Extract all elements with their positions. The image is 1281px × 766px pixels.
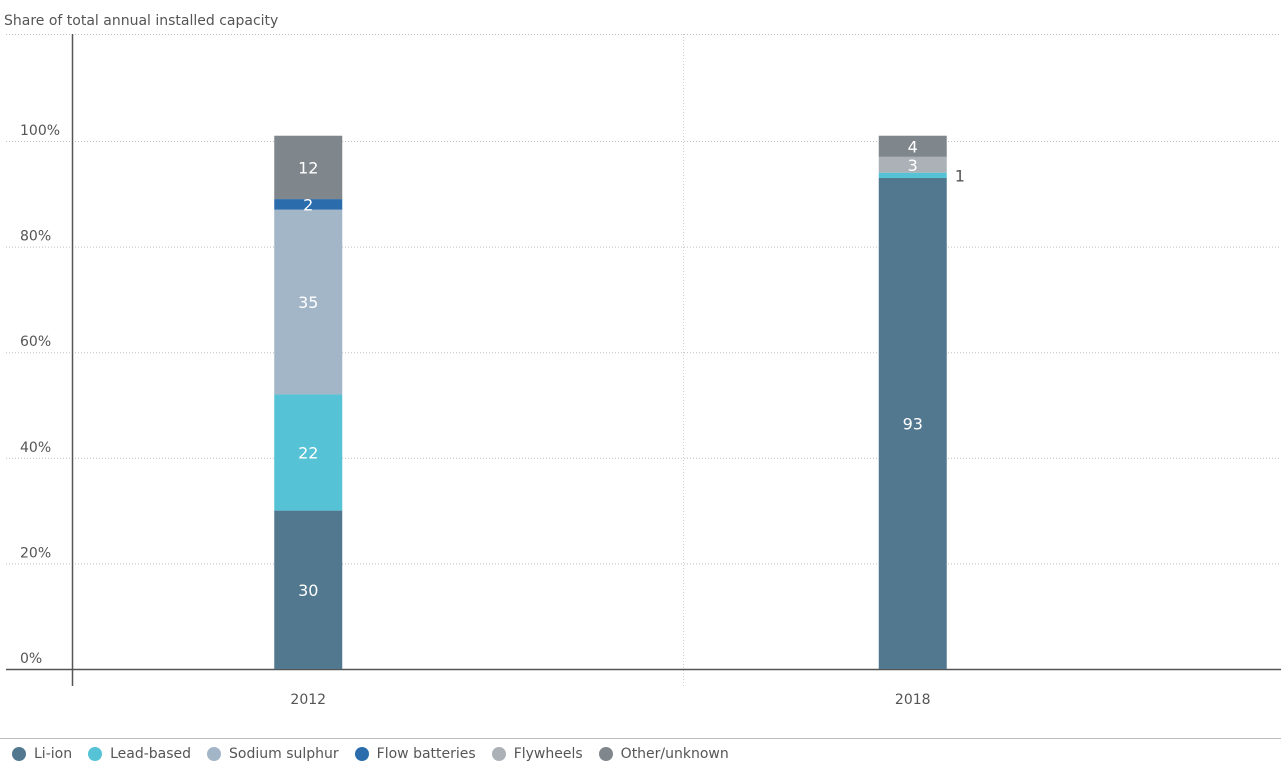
bar-segment-lead-based <box>274 394 343 511</box>
y-axis-title: Share of total annual installed capacity <box>4 13 278 29</box>
gridlines <box>6 34 1281 686</box>
bar-segment-other-unknown <box>878 135 947 157</box>
legend-label: Sodium sulphur <box>229 746 339 762</box>
legend-label: Li-ion <box>34 746 73 762</box>
bar-segment-flywheels <box>878 156 947 173</box>
bars: 30 22 35 2 12 93 1 34 <box>274 135 965 669</box>
y-tick-label: 60% <box>20 334 51 350</box>
bar-segment-flow-batteries <box>274 199 343 210</box>
x-tick-label: 2018 <box>895 692 931 708</box>
legend-item: Sodium sulphur <box>207 746 339 762</box>
bar-segment-li-ion <box>274 510 343 669</box>
data-label: 35 <box>298 293 318 312</box>
legend-item: Other/unknown <box>598 746 729 762</box>
legend-label: Lead-based <box>110 746 192 762</box>
legend-swatch <box>12 747 26 761</box>
bar-segment-sodium-sulphur <box>274 209 343 395</box>
y-axis-ticks: 0% 20% 40% 60% 80% 100% <box>20 123 60 667</box>
legend-item: Flow batteries <box>354 746 476 762</box>
x-axis-ticks: 2012 2018 <box>290 692 930 708</box>
data-label: 93 <box>903 414 923 433</box>
bar-segment-li-ion <box>878 177 947 669</box>
bar-segment-lead-based <box>878 172 947 178</box>
legend-divider <box>0 738 1281 739</box>
data-label: 30 <box>298 581 318 600</box>
legend-item: Lead-based <box>88 746 191 762</box>
legend-swatch <box>207 747 222 761</box>
legend-label: Flywheels <box>513 746 583 762</box>
y-tick-label: 20% <box>20 545 51 561</box>
y-tick-label: 0% <box>20 651 42 667</box>
legend: Li-ion Lead-based Sodium sulphur Flow batte… <box>12 746 745 762</box>
legend-item: Flywheels <box>491 746 583 762</box>
chart: Share of total annual installed capacity… <box>4 13 1281 708</box>
data-label: 1 <box>955 166 965 185</box>
legend-label: Other/unknown <box>620 746 729 762</box>
legend-item: Li-ion <box>12 746 72 762</box>
data-label: 4 <box>908 137 918 156</box>
legend-swatch <box>598 747 613 761</box>
x-tick-label: 2012 <box>290 692 326 708</box>
legend-swatch <box>88 747 103 761</box>
legend-swatch <box>491 747 506 761</box>
y-tick-label: 100% <box>20 123 60 139</box>
data-label: 2 <box>303 195 313 214</box>
y-tick-label: 40% <box>20 440 51 456</box>
data-label: 22 <box>298 444 318 463</box>
bar-segment-other-unknown <box>274 135 343 200</box>
legend-swatch <box>354 747 369 761</box>
legend-label: Flow batteries <box>376 746 476 762</box>
data-label: 12 <box>298 158 318 177</box>
data-label: 3 <box>908 156 918 175</box>
y-tick-label: 80% <box>20 229 51 245</box>
